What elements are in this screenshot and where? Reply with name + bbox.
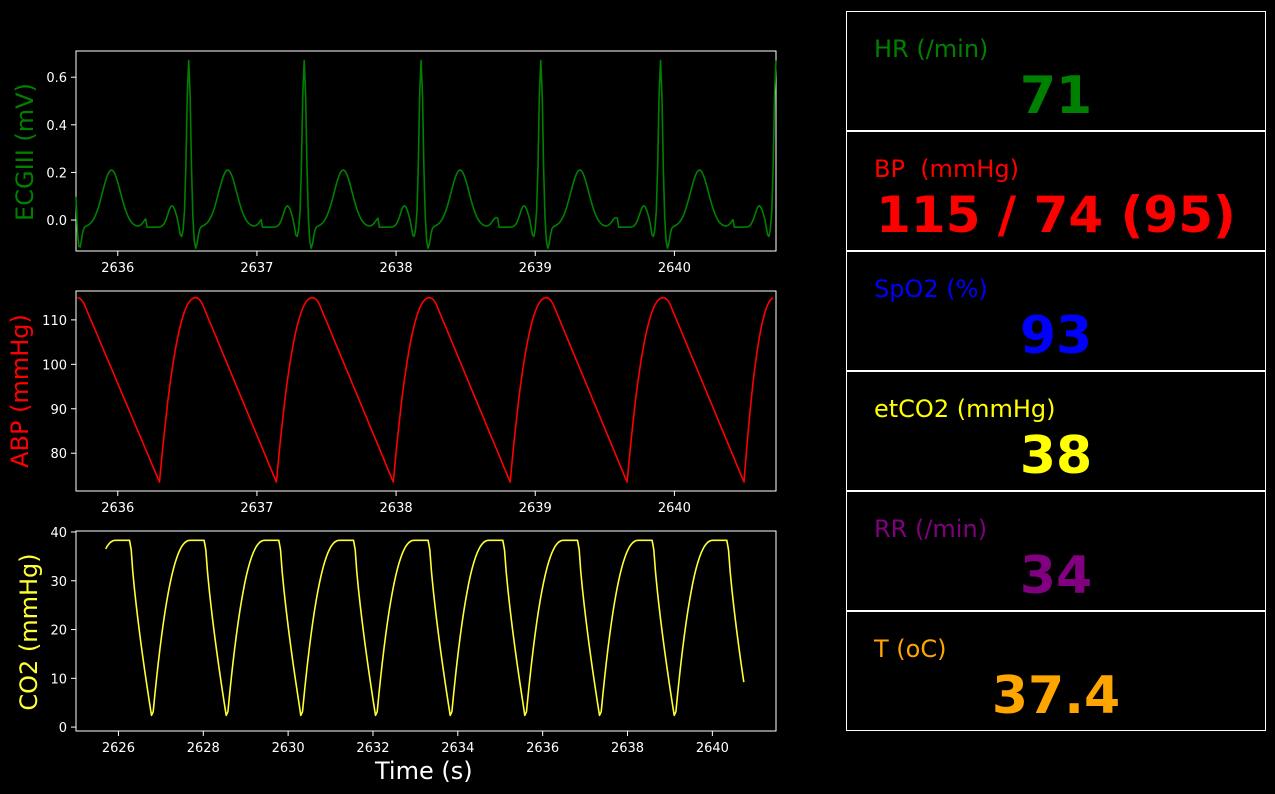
bp-value: 115 / 74 (95): [876, 186, 1236, 244]
abp-plot-frame: [75, 290, 777, 492]
abp-ytick-label: 90: [50, 403, 67, 418]
abp-xtick-label: 2638: [380, 501, 413, 516]
abp-xtick-label: 2639: [519, 501, 552, 516]
etco2-label: etCO2 (mmHg): [874, 395, 1056, 423]
ecg-waveform-line: [75, 59, 777, 249]
ecg-plot-frame: [75, 50, 777, 252]
abp-ytick-label: 110: [42, 314, 67, 329]
ecg-xtick-label: 2637: [240, 261, 273, 276]
hr-panel: HR (/min) 71: [846, 11, 1266, 131]
etco2-panel: etCO2 (mmHg) 38: [846, 371, 1266, 491]
co2-xtick-label: 2636: [526, 741, 559, 756]
ecg-xtick-label: 2640: [658, 261, 691, 276]
co2-ytick-label: 30: [50, 575, 67, 590]
co2-xtick-label: 2640: [696, 741, 729, 756]
spo2-label: SpO2 (%): [874, 275, 988, 303]
abp-waveform-line: [77, 296, 774, 483]
co2-ytick-label: 0: [59, 721, 67, 736]
ecg-ytick-label: 0.0: [46, 214, 67, 229]
co2-xtick-label: 2626: [102, 741, 135, 756]
abp-xtick-label: 2636: [101, 501, 134, 516]
rr-value: 34: [1019, 546, 1093, 606]
rr-panel: RR (/min) 34: [846, 491, 1266, 611]
abp-ytick-label: 80: [50, 447, 67, 462]
co2-xtick-label: 2630: [272, 741, 305, 756]
co2-plot-frame: [75, 530, 777, 732]
abp-ytick-label: 100: [42, 358, 67, 373]
temp-panel: T (oC) 37.4: [846, 611, 1266, 731]
ecg-ytick-label: 0.6: [46, 71, 67, 86]
bp-panel: BP (mmHg) 115 / 74 (95): [846, 131, 1266, 251]
ecg-xtick-label: 2638: [380, 261, 413, 276]
abp-xtick-label: 2637: [240, 501, 273, 516]
co2-xtick-label: 2628: [187, 741, 220, 756]
spo2-value: 93: [1019, 306, 1093, 366]
ecg-ylabel: ECGIII (mV): [11, 83, 39, 221]
ecg-ytick-label: 0.4: [46, 119, 67, 134]
abp-ylabel: ABP (mmHg): [6, 314, 34, 468]
hr-label: HR (/min): [874, 35, 989, 63]
ecg-xtick-label: 2636: [101, 261, 134, 276]
temp-label: T (oC): [874, 635, 947, 663]
abp-xtick-label: 2640: [658, 501, 691, 516]
ecg-xtick-label: 2639: [519, 261, 552, 276]
hr-value: 71: [1019, 66, 1093, 126]
x-axis-title: Time (s): [375, 757, 473, 785]
co2-ytick-label: 10: [50, 672, 67, 687]
co2-ytick-label: 40: [50, 526, 67, 541]
co2-ytick-label: 20: [50, 624, 67, 639]
co2-xtick-label: 2632: [356, 741, 389, 756]
ecg-ytick-label: 0.2: [46, 166, 67, 181]
co2-xtick-label: 2638: [611, 741, 644, 756]
waveform-plots: ECGIII (mV) ABP (mmHg) CO2 (mmHg) 2636 26…: [6, 50, 777, 756]
rr-label: RR (/min): [874, 515, 988, 543]
bp-label: BP (mmHg): [874, 155, 1019, 183]
etco2-value: 38: [1019, 426, 1093, 486]
temp-value: 37.4: [991, 666, 1121, 726]
spo2-panel: SpO2 (%) 93: [846, 251, 1266, 371]
co2-waveform-line: [105, 539, 745, 717]
co2-xtick-label: 2634: [441, 741, 474, 756]
co2-ylabel: CO2 (mmHg): [15, 553, 43, 710]
